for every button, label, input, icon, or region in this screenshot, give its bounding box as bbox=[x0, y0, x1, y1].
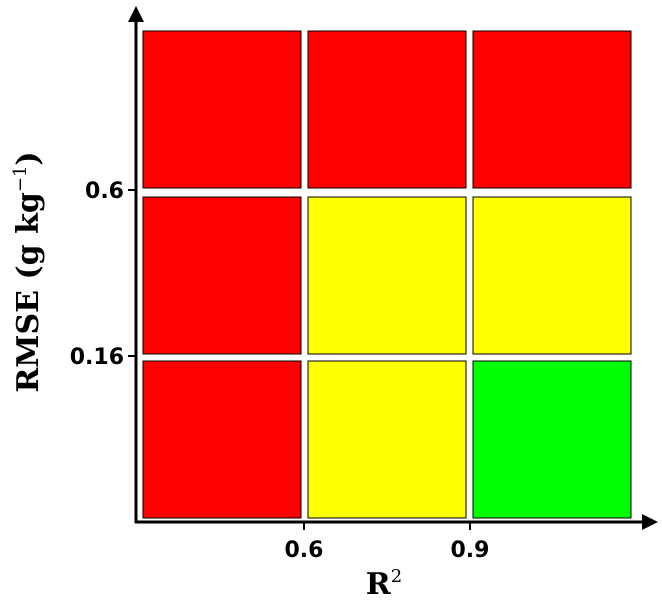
y-axis-label: RMSE (g kg−1) bbox=[10, 151, 46, 392]
y-tick-label: 0.6 bbox=[85, 179, 124, 204]
y-label-close: ) bbox=[11, 151, 46, 165]
cell-grid bbox=[142, 30, 632, 519]
y-axis-arrow bbox=[128, 6, 144, 22]
cell bbox=[142, 30, 302, 189]
cell bbox=[307, 196, 467, 355]
y-label-superscript: −1 bbox=[10, 166, 31, 193]
cell bbox=[472, 196, 632, 355]
cell bbox=[142, 196, 302, 355]
cell bbox=[472, 360, 632, 519]
x-axis-label: R2 bbox=[366, 566, 402, 602]
x-axis-arrow bbox=[642, 514, 658, 530]
cell bbox=[142, 360, 302, 519]
cell bbox=[307, 360, 467, 519]
y-tick-label: 0.16 bbox=[70, 345, 124, 370]
x-label-superscript: 2 bbox=[391, 566, 402, 587]
cell bbox=[307, 30, 467, 189]
y-label-base: RMSE (g kg bbox=[11, 192, 46, 393]
x-tick-label: 0.9 bbox=[451, 538, 490, 563]
cell bbox=[472, 30, 632, 189]
x-label-base: R bbox=[366, 567, 392, 602]
x-tick-label: 0.6 bbox=[285, 538, 324, 563]
